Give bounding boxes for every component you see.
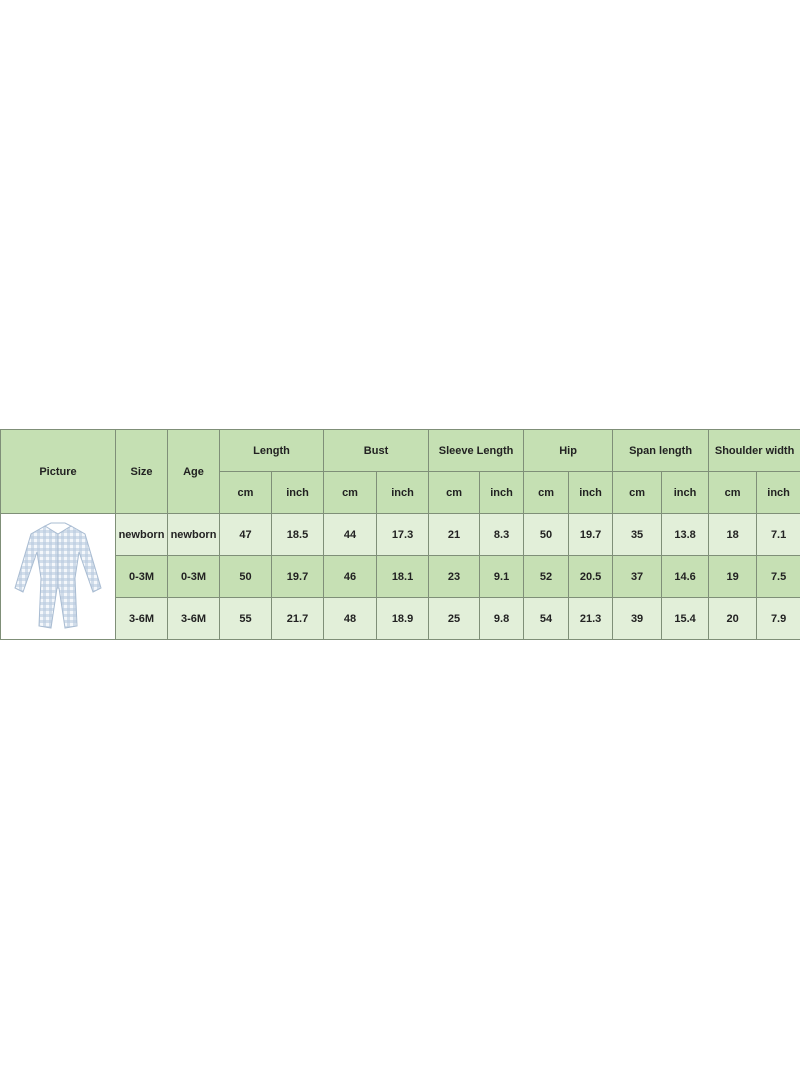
header-size: Size xyxy=(115,429,168,514)
unit-cm: cm xyxy=(428,471,481,514)
unit-cm: cm xyxy=(219,471,272,514)
value-cell: 50 xyxy=(523,513,570,556)
value-cell: 20 xyxy=(708,597,758,640)
value-cell: 18.5 xyxy=(270,513,325,556)
value-cell: 19 xyxy=(708,555,758,598)
value-cell: 17.3 xyxy=(376,513,430,556)
value-cell: 19.7 xyxy=(270,555,325,598)
age-cell: 3-6M xyxy=(167,597,220,640)
header-group: Length xyxy=(218,429,325,472)
picture-cell xyxy=(0,513,116,640)
value-cell: 7.9 xyxy=(756,597,800,640)
value-cell: 35 xyxy=(612,513,663,556)
size-cell: 0-3M xyxy=(115,555,168,598)
table-row: newborn newborn 47 18.5 44 17.3 21 8.3 50 19.7 35 1… xyxy=(0,513,800,640)
value-cell: 8.3 xyxy=(479,513,525,556)
value-cell: 20.5 xyxy=(568,555,614,598)
unit-inch: inch xyxy=(376,471,430,514)
value-cell: 52 xyxy=(523,555,570,598)
size-chart-table: Picture Size Age Length Bust Sleeve Length Hip… xyxy=(0,429,800,640)
unit-inch: inch xyxy=(661,471,710,514)
value-cell: 37 xyxy=(612,555,663,598)
value-cell: 39 xyxy=(612,597,663,640)
value-cell: 18.1 xyxy=(376,555,430,598)
baby-romper-image xyxy=(14,522,102,629)
value-cell: 55 xyxy=(219,597,272,640)
value-cell: 54 xyxy=(523,597,570,640)
header-row-groups: Picture Size Age Length Bust Sleeve Length Hip… xyxy=(0,429,800,514)
unit-cm: cm xyxy=(523,471,570,514)
value-cell: 19.7 xyxy=(568,513,614,556)
header-picture: Picture xyxy=(0,429,116,514)
unit-cm: cm xyxy=(708,471,758,514)
value-cell: 23 xyxy=(428,555,481,598)
value-cell: 21.3 xyxy=(568,597,614,640)
header-group: Bust xyxy=(323,429,430,472)
value-cell: 18 xyxy=(708,513,758,556)
value-cell: 46 xyxy=(323,555,378,598)
header-group: Sleeve Length xyxy=(428,429,525,472)
value-cell: 47 xyxy=(219,513,272,556)
value-cell: 9.8 xyxy=(479,597,525,640)
age-cell: 0-3M xyxy=(167,555,220,598)
table-row: 0-3M 0-3M 50 19.7 46 18.1 23 9.1 52 20.5 37 14.6 19 7… xyxy=(1,555,800,598)
value-cell: 21 xyxy=(428,513,481,556)
value-cell: 48 xyxy=(323,597,378,640)
unit-cm: cm xyxy=(323,471,378,514)
header-group: Shoulder width xyxy=(708,429,800,472)
unit-inch: inch xyxy=(568,471,614,514)
unit-inch: inch xyxy=(479,471,525,514)
value-cell: 44 xyxy=(323,513,378,556)
value-cell: 9.1 xyxy=(479,555,525,598)
value-cell: 7.5 xyxy=(756,555,800,598)
value-cell: 25 xyxy=(428,597,481,640)
header-row-units: cm inch cm inch cm inch cm inch cm inch cm inch xyxy=(1,471,800,514)
unit-inch: inch xyxy=(270,471,325,514)
header-age: Age xyxy=(167,429,220,514)
value-cell: 50 xyxy=(219,555,272,598)
value-cell: 13.8 xyxy=(661,513,710,556)
table-row: 3-6M 3-6M 55 21.7 48 18.9 25 9.8 54 21.3 39 15.4 20 7… xyxy=(1,597,800,640)
value-cell: 14.6 xyxy=(661,555,710,598)
value-cell: 7.1 xyxy=(756,513,800,556)
size-cell: 3-6M xyxy=(115,597,168,640)
unit-cm: cm xyxy=(612,471,663,514)
age-cell: newborn xyxy=(167,513,220,556)
value-cell: 21.7 xyxy=(270,597,325,640)
header-group: Span length xyxy=(612,429,710,472)
size-cell: newborn xyxy=(115,513,168,556)
header-group: Hip xyxy=(523,429,614,472)
unit-inch: inch xyxy=(756,471,800,514)
value-cell: 15.4 xyxy=(661,597,710,640)
value-cell: 18.9 xyxy=(376,597,430,640)
